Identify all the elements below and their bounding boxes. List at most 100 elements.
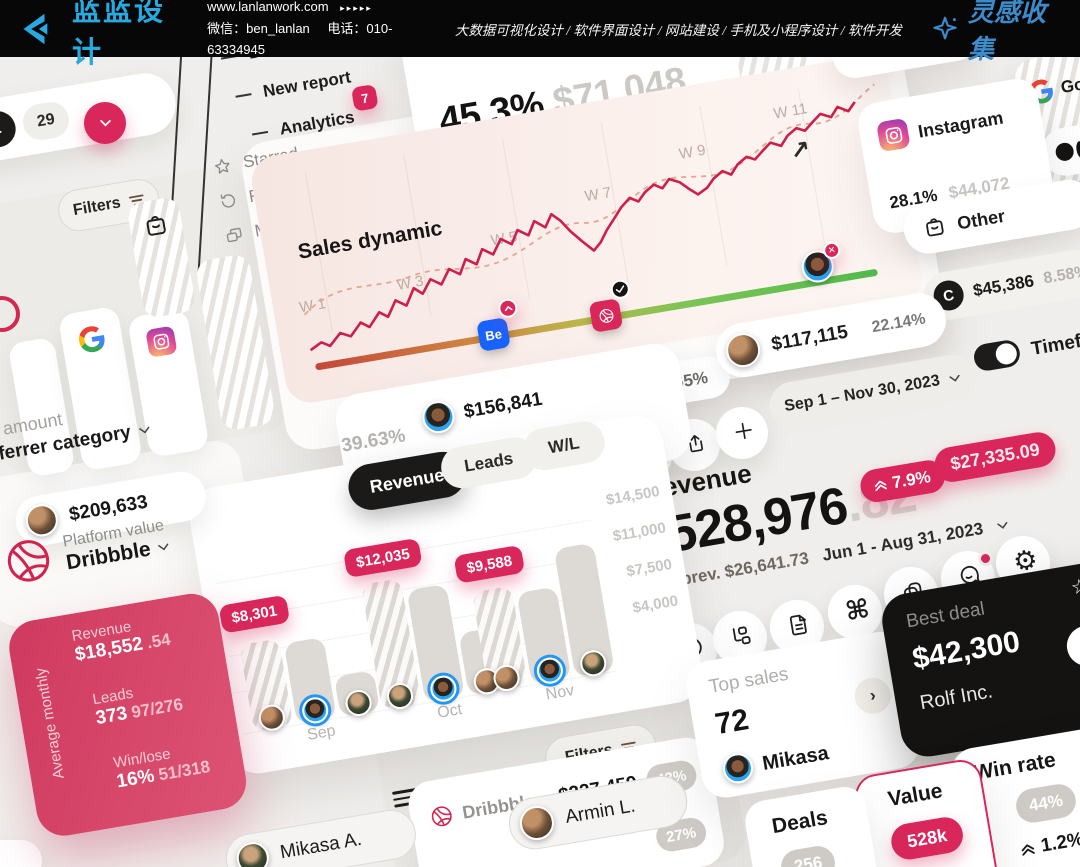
caret-up-icon [504, 305, 513, 312]
shopping-bag-icon [922, 215, 947, 240]
win-rate-title: Win rate [972, 748, 1058, 785]
double-chevron-up-icon [874, 480, 887, 491]
person-chip-mikasa[interactable]: Mikasa A. [222, 805, 420, 867]
collect-label: 灵感收集 [967, 0, 1046, 64]
y-axis-label: $11,000 [611, 519, 668, 546]
referrer-row[interactable]: Dribbble $227,459 43% [428, 758, 699, 832]
avg-row-extra: .54 [145, 629, 173, 653]
coin-percent: 8.58% [1042, 262, 1080, 288]
leads-caption: Leads amount by referrer category [0, 381, 232, 473]
shopping-bag-icon [142, 212, 170, 240]
chevron-right-button[interactable]: › [1063, 622, 1080, 669]
growth-badge: 7.9% [858, 457, 948, 505]
sidebar-item-manage-folders[interactable]: Manage folders [224, 189, 454, 247]
website-link[interactable]: www.lanlanwork.com [207, 0, 329, 15]
services-line: 大数据可视化设计 / 软件界面设计 / 网站建设 / 手机及小程序设计 / 软件… [454, 22, 902, 38]
bar-value-badge: $9,588 [453, 544, 526, 584]
chevron-down-icon [996, 521, 1007, 529]
deals-card-title: Deals [770, 806, 830, 839]
chevron-down-icon [99, 119, 111, 126]
referrer-list-card: Dribbble $227,459 43% 27% [405, 734, 728, 867]
phone-label: 电话：010-63334945 [207, 20, 393, 58]
best-deal-amount: $42,300 [910, 625, 1023, 676]
lanlan-logo-icon [16, 10, 54, 48]
y-axis-label: $14,500 [604, 482, 661, 509]
bar-google [57, 305, 144, 472]
referrer-bars-group [0, 185, 288, 485]
avatar [517, 803, 557, 843]
y-axis-label: $7,500 [625, 555, 674, 581]
deals-card: Deals 256 [742, 783, 882, 867]
toggle-knob [994, 341, 1019, 366]
decorative-corner-pill [0, 840, 42, 867]
command-button[interactable]: ⌘ [828, 585, 882, 639]
platform-value-block: Platform value Dribbble [2, 515, 172, 588]
star-icon [212, 156, 233, 177]
deals-card-badge: 256 [778, 843, 838, 867]
dribbble-icon [429, 804, 454, 829]
chevron-right-button[interactable]: › [852, 675, 894, 717]
instagram-card: Instagram 28.1% $44,072 [855, 75, 1057, 237]
google-icon [77, 324, 107, 354]
behance-marker[interactable]: Be [476, 317, 511, 352]
arrows-decoration: ▸▸▸▸▸ [340, 3, 373, 14]
top-sales-person: Mikasa [760, 741, 831, 775]
sales-line-chart [303, 83, 875, 352]
star-icon[interactable]: ☆ [1069, 574, 1080, 600]
month-label: Sep [305, 722, 337, 744]
person-percent: 22.14% [870, 310, 927, 337]
count-badge-light[interactable]: 29 [20, 99, 72, 143]
value-card-title: Value [886, 779, 945, 812]
command-icon: ⌘ [842, 592, 872, 627]
timeframe-label: Timeframe [1029, 322, 1080, 360]
decorative-red-ring [0, 296, 20, 332]
logo-text[interactable]: 蓝蓝设计 [72, 0, 166, 69]
win-rate-badge: 44% [1013, 781, 1079, 826]
month-label: Oct [436, 700, 464, 722]
y-axis-label: $4,000 [631, 592, 680, 617]
dribbble-icon [2, 534, 55, 587]
double-chevron-up-icon [1021, 843, 1035, 856]
count-badge-dark[interactable]: 12 [0, 108, 19, 152]
chevron-down-icon [949, 374, 960, 382]
timeframe-toggle[interactable] [972, 338, 1022, 373]
best-deal-company: Rolf Inc. [918, 680, 995, 715]
coin-amount: $45,386 [971, 271, 1036, 301]
tree-tick [252, 130, 269, 136]
bar-hatched-bag [126, 195, 197, 320]
chevron-down-icon[interactable] [138, 426, 150, 435]
bar-value-badge: $8,301 [218, 594, 291, 634]
bar-instagram [126, 308, 210, 459]
folders-icon [224, 225, 245, 246]
caret-up-badge [496, 297, 519, 320]
avg-row-value: 373 [94, 703, 129, 730]
behance-icon: Be [484, 325, 503, 344]
sales-dynamic-card: Sales dynamic W 1 W 3 W 5 W 7 W 9 W 11 B… [248, 52, 926, 407]
value-card: Value 528k [852, 756, 1002, 867]
dribbble-marker[interactable] [588, 298, 624, 333]
other-pill[interactable]: Other [900, 175, 1080, 258]
add-button[interactable] [716, 407, 768, 459]
approve-button[interactable] [84, 102, 126, 144]
sidebar-item-recent[interactable]: Recent [218, 154, 448, 212]
collect-block[interactable]: 灵感收集 [930, 0, 1064, 66]
medium-icon [1054, 141, 1076, 163]
dribbble-icon [599, 308, 613, 323]
instagram-icon [876, 117, 911, 153]
avatar [720, 750, 756, 786]
contact-block: www.lanlanwork.com ▸▸▸▸▸ 微信：ben_lanlan 电… [207, 0, 437, 61]
avatar [723, 330, 763, 370]
date-range-pill[interactable]: Sep 1 – Nov 30, 2023 [766, 351, 980, 434]
value-card-badge: 528k [888, 814, 966, 863]
history-icon [218, 190, 239, 211]
chevron-down-icon [158, 542, 169, 550]
instagram-icon [145, 325, 178, 358]
avatar [420, 398, 457, 436]
average-monthly-card: Average monthly Revenue $18,552 .54 Lead… [5, 589, 251, 840]
sidebar-item-starred[interactable]: Starred [212, 120, 442, 178]
revenue-summary: Revenue $528,976.82 vs prev. $26,641.73 … [630, 400, 1080, 596]
avatar [234, 839, 272, 867]
win-rate-card: Win rate 44% 1.2% [948, 724, 1080, 867]
side-menu: Starred Recent Manage folders [212, 120, 456, 262]
